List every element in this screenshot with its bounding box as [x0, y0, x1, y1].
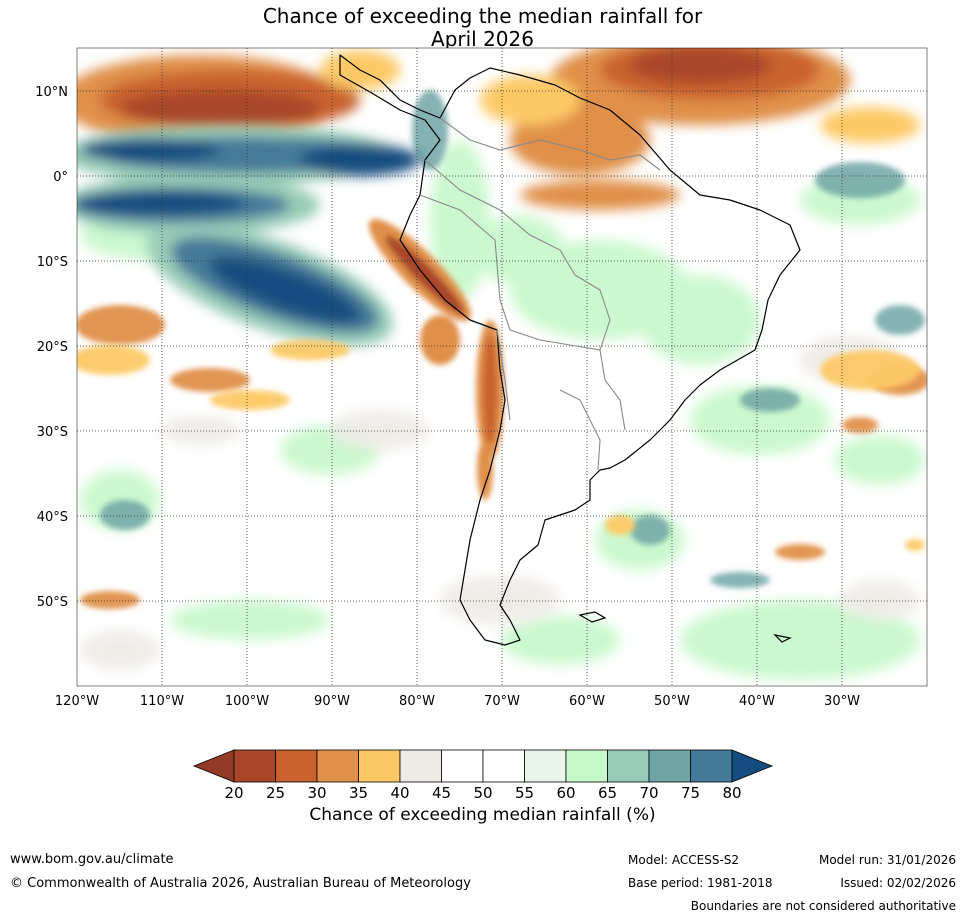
base-period-text: Base period: 1981-2018: [628, 876, 773, 890]
latitude-labels: 10°N 0° 10°S 20°S 30°S 40°S 50°S: [35, 85, 68, 610]
colorbar-high-extend: [731, 749, 774, 783]
map-title-line2: April 2026: [431, 27, 534, 51]
rainfall-probability-field: [77, 48, 927, 680]
lon-label: 30°W: [824, 694, 860, 709]
lat-label: 50°S: [37, 595, 68, 610]
lon-label: 120°W: [55, 694, 99, 709]
islands: [578, 611, 792, 643]
lat-label: 20°S: [37, 340, 68, 355]
boundaries-note: Boundaries are not considered authoritat…: [690, 899, 956, 913]
colorbar-tick-label: 45: [432, 784, 451, 802]
colorbar-segment: [399, 749, 442, 783]
colorbar: 20 25 30 35 40 45 50 55 60 65 70 75 80: [192, 749, 774, 802]
lat-label: 0°: [53, 170, 68, 185]
map-plot-area: [77, 48, 927, 686]
lat-label: 10°S: [37, 255, 68, 270]
lon-label: 110°W: [140, 694, 184, 709]
colorbar-segment: [358, 749, 401, 783]
lat-label: 40°S: [37, 510, 68, 525]
colorbar-tick-label: 30: [307, 784, 326, 802]
colorbar-tick-label: 60: [556, 784, 575, 802]
colorbar-tick-label: 25: [266, 784, 285, 802]
colorbar-tick-label: 70: [639, 784, 658, 802]
south-america-coastline: [339, 54, 801, 646]
colorbar-segment: [441, 749, 484, 783]
colorbar-tick-label: 75: [681, 784, 700, 802]
model-text: Model: ACCESS-S2: [628, 853, 740, 867]
lon-label: 90°W: [314, 694, 350, 709]
colorbar-tick-label: 20: [224, 784, 243, 802]
map-title-line1: Chance of exceeding the median rainfall …: [262, 4, 703, 28]
colorbar-tick-label: 55: [515, 784, 534, 802]
copyright-text: © Commonwealth of Australia 2026, Austra…: [10, 876, 471, 891]
lat-label: 30°S: [37, 425, 68, 440]
lon-label: 70°W: [484, 694, 520, 709]
lon-label: 100°W: [225, 694, 269, 709]
colorbar-tick-label: 50: [473, 784, 492, 802]
colorbar-segment: [233, 749, 276, 783]
colorbar-tick-label: 65: [598, 784, 617, 802]
colorbar-label: Chance of exceeding median rainfall (%): [309, 805, 656, 825]
graticule: [77, 48, 927, 686]
map-frame: [76, 47, 928, 687]
colorbar-segments: [233, 749, 733, 783]
model-run-text: Model run: 31/01/2026: [818, 853, 956, 867]
lon-label: 40°W: [739, 694, 775, 709]
colorbar-segment: [565, 749, 608, 783]
colorbar-segment: [690, 749, 733, 783]
issued-text: Issued: 02/02/2026: [840, 876, 956, 890]
lat-label: 10°N: [35, 85, 68, 100]
colorbar-tick-label: 40: [390, 784, 409, 802]
longitude-labels: 120°W 110°W 100°W 90°W 80°W 70°W 60°W 50…: [55, 694, 860, 709]
colorbar-segment: [316, 749, 359, 783]
colorbar-ticks: 20 25 30 35 40 45 50 55 60 65 70 75 80: [224, 784, 741, 802]
colorbar-tick-label: 80: [722, 784, 741, 802]
country-borders: [419, 117, 661, 471]
website-link[interactable]: www.bom.gov.au/climate: [10, 852, 174, 867]
colorbar-segment: [524, 749, 567, 783]
lon-label: 60°W: [569, 694, 605, 709]
colorbar-low-extend: [192, 749, 235, 783]
lon-label: 80°W: [399, 694, 435, 709]
colorbar-tick-label: 35: [349, 784, 368, 802]
colorbar-segment: [275, 749, 318, 783]
colorbar-segment: [648, 749, 691, 783]
colorbar-segment: [607, 749, 650, 783]
lon-label: 50°W: [654, 694, 690, 709]
colorbar-segment: [482, 749, 525, 783]
